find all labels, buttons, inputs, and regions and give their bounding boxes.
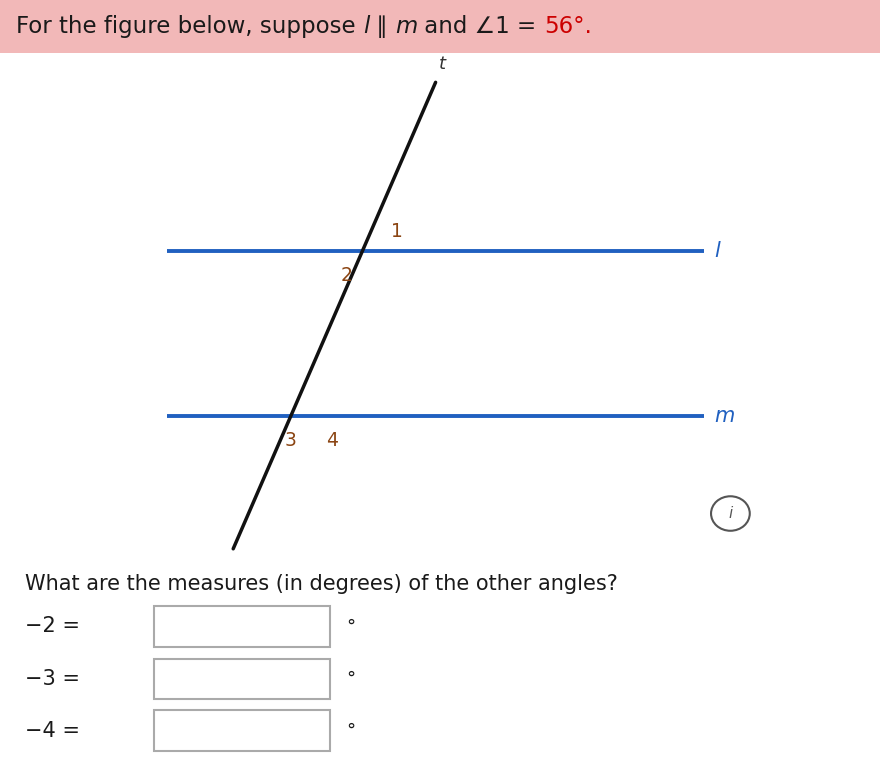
Text: l: l [715, 241, 721, 261]
FancyBboxPatch shape [154, 659, 330, 699]
FancyBboxPatch shape [0, 0, 880, 53]
Text: −4 =: −4 = [25, 720, 79, 741]
Text: l: l [363, 15, 369, 38]
Text: ∥: ∥ [369, 15, 395, 38]
Text: and ∠1 =: and ∠1 = [417, 15, 544, 38]
Text: 1: 1 [391, 222, 402, 241]
FancyBboxPatch shape [154, 710, 330, 751]
Text: °: ° [346, 618, 355, 635]
Text: °: ° [346, 722, 355, 739]
FancyBboxPatch shape [154, 606, 330, 647]
Text: What are the measures (in degrees) of the other angles?: What are the measures (in degrees) of th… [25, 574, 618, 594]
Text: i: i [729, 506, 732, 521]
Text: −3 =: −3 = [25, 669, 79, 689]
Text: 3: 3 [285, 431, 297, 450]
Text: 56°.: 56°. [544, 15, 591, 38]
Text: 4: 4 [326, 431, 338, 450]
Text: −2 =: −2 = [25, 616, 79, 637]
Text: m: m [715, 405, 735, 426]
Text: 2: 2 [341, 267, 352, 285]
Text: t: t [439, 55, 446, 73]
Text: For the figure below, suppose: For the figure below, suppose [16, 15, 363, 38]
Text: m: m [395, 15, 417, 38]
Text: °: ° [346, 670, 355, 688]
